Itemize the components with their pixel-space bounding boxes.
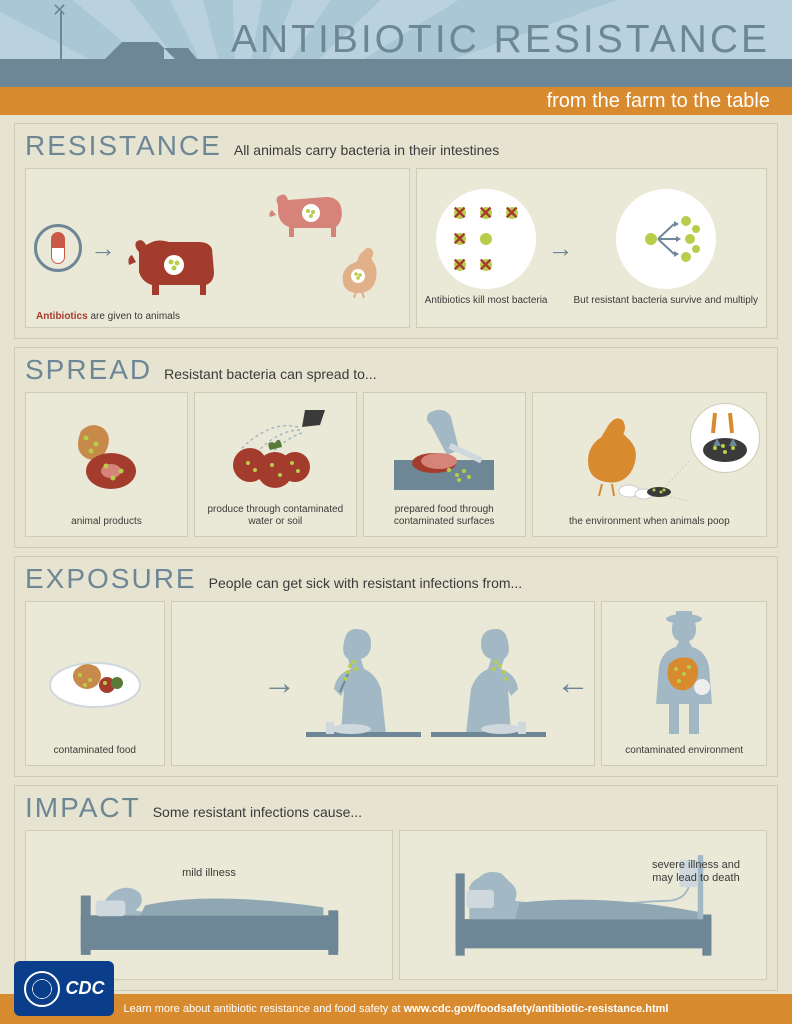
caption-severe: severe illness and may lead to death xyxy=(646,859,746,885)
farmer-icon xyxy=(606,609,762,739)
pig-icon xyxy=(266,185,346,240)
arrow-icon: → xyxy=(262,664,296,703)
panel-contaminated-food: contaminated food xyxy=(25,601,165,766)
section-title-spread: SPREAD xyxy=(25,354,152,386)
footer-bar: Learn more about antibiotic resistance a… xyxy=(0,994,792,1024)
footer-text: Learn more about antibiotic resistance a… xyxy=(124,1003,669,1015)
caption-environment: the environment when animals poop xyxy=(569,516,730,528)
section-desc-resistance: All animals carry bacteria in their inte… xyxy=(234,142,499,158)
caption-env: contaminated environment xyxy=(625,745,743,757)
caption-food: contaminated food xyxy=(54,745,136,757)
arrow-icon: → xyxy=(90,233,116,264)
section-exposure: EXPOSURE People can get sick with resist… xyxy=(14,556,778,777)
section-desc-exposure: People can get sick with resistant infec… xyxy=(209,575,523,591)
main-title: ANTIBIOTIC RESISTANCE xyxy=(231,18,770,62)
panel-mild-illness: mild illness xyxy=(25,830,393,980)
section-desc-impact: Some resistant infections cause... xyxy=(153,804,362,820)
ground-strip xyxy=(0,59,792,87)
panel-contaminated-env: contaminated environment xyxy=(601,601,767,766)
caption-kill: Antibiotics kill most bacteria xyxy=(425,295,548,307)
panel-antibiotics-animals: → Antibiotics are given to animals xyxy=(25,168,410,328)
section-title-resistance: RESISTANCE xyxy=(25,130,222,162)
person-eating-left-icon xyxy=(296,614,426,754)
section-title-impact: IMPACT xyxy=(25,792,141,824)
caption-antibiotics: Antibiotics are given to animals xyxy=(36,311,180,323)
section-spread: SPREAD Resistant bacteria can spread to.… xyxy=(14,347,778,548)
panel-produce: produce through contaminated water or so… xyxy=(194,392,357,537)
hhs-seal-icon xyxy=(24,971,60,1007)
mild-illness-icon xyxy=(52,846,367,965)
panel-environment: the environment when animals poop xyxy=(532,392,767,537)
header-banner: ANTIBIOTIC RESISTANCE from the farm to t… xyxy=(0,0,792,115)
panel-severe-illness: severe illness and may lead to death xyxy=(399,830,767,980)
panel-animal-products: animal products xyxy=(25,392,188,537)
cdc-logo-text: CDC xyxy=(66,978,105,999)
chicken-icon xyxy=(336,244,381,299)
panel-bacteria-fate: Antibiotics kill most bacteria → xyxy=(416,168,767,328)
section-resistance: RESISTANCE All animals carry bacteria in… xyxy=(14,123,778,339)
caption-animal-products: animal products xyxy=(71,516,142,528)
meat-icon xyxy=(34,401,179,510)
cutting-board-icon xyxy=(372,401,517,498)
cdc-badge: CDC xyxy=(14,961,114,1016)
panel-prepared-food: prepared food through contaminated surfa… xyxy=(363,392,526,537)
section-title-exposure: EXPOSURE xyxy=(25,563,197,595)
poop-detail-icon xyxy=(690,403,760,473)
subtitle-text: from the farm to the table xyxy=(547,90,770,112)
caption-survive: But resistant bacteria survive and multi… xyxy=(573,295,758,307)
panel-people-eating: → → xyxy=(171,601,596,766)
arrow-icon: → xyxy=(556,664,590,703)
person-eating-right-icon xyxy=(426,614,556,754)
multiply-bacteria-icon xyxy=(616,189,716,289)
produce-water-icon xyxy=(203,401,348,498)
food-plate-icon xyxy=(30,610,160,739)
section-desc-spread: Resistant bacteria can spread to... xyxy=(164,366,376,382)
caption-produce: produce through contaminated water or so… xyxy=(203,504,348,528)
arrow-icon: → xyxy=(547,233,573,264)
kill-bacteria-icon xyxy=(436,189,536,289)
cow-icon xyxy=(124,227,224,297)
section-impact: IMPACT Some resistant infections cause..… xyxy=(14,785,778,991)
caption-mild: mild illness xyxy=(182,867,236,880)
subtitle-bar: from the farm to the table xyxy=(0,87,792,115)
caption-prepared: prepared food through contaminated surfa… xyxy=(372,504,517,528)
pill-icon xyxy=(34,224,82,272)
